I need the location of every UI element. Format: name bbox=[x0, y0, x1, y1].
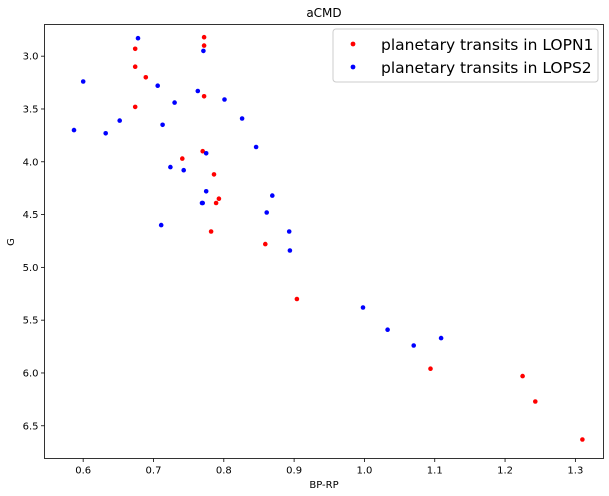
data-point-series-2-21 bbox=[264, 210, 270, 215]
legend-marker-lops2 bbox=[350, 64, 356, 70]
data-point-series-2-10 bbox=[160, 122, 165, 128]
x-tick-label: 0.9 bbox=[286, 466, 302, 477]
data-point-series-1-8 bbox=[200, 148, 205, 154]
x-tick-label: 0.8 bbox=[216, 466, 232, 477]
x-tick-label: 1.1 bbox=[427, 466, 443, 477]
x-tick-label: 0.6 bbox=[75, 466, 91, 477]
data-point-series-1-14 bbox=[263, 241, 268, 247]
data-point-series-1-9 bbox=[180, 156, 185, 161]
data-point-series-2-8 bbox=[239, 116, 245, 121]
data-point-series-1-5 bbox=[201, 34, 207, 40]
y-tick-label: 4.5 bbox=[23, 210, 39, 221]
data-point-series-2-18 bbox=[270, 193, 275, 198]
y-axis: 3.0 3.5 4.0 4.5 5.0 5.5 6.0 6.5 bbox=[23, 52, 45, 432]
data-point-series-2-9 bbox=[117, 118, 122, 123]
data-point-series-1-18 bbox=[533, 399, 538, 404]
x-axis: 0.6 0.7 0.8 0.9 1.0 1.1 1.2 1.3 bbox=[75, 458, 583, 477]
plot-area bbox=[71, 34, 585, 442]
data-point-series-1-13 bbox=[208, 229, 214, 234]
y-tick-label: 5.0 bbox=[23, 263, 39, 274]
data-point-series-2-20 bbox=[200, 200, 205, 206]
data-point-series-1-6 bbox=[201, 43, 207, 48]
data-point-series-2-12 bbox=[103, 131, 108, 136]
data-point-series-2-4 bbox=[155, 83, 160, 88]
y-tick-label: 5.5 bbox=[23, 316, 39, 327]
data-point-series-2-25 bbox=[360, 305, 366, 310]
x-tick-label: 1.3 bbox=[567, 466, 583, 477]
data-point-series-1-17 bbox=[520, 373, 525, 379]
data-point-series-1-2 bbox=[132, 64, 138, 69]
data-point-series-2-14 bbox=[203, 151, 209, 156]
data-point-series-1-16 bbox=[428, 366, 433, 372]
data-point-series-2-22 bbox=[158, 222, 164, 228]
legend-label-lopn1: planetary transits in LOPN1 bbox=[381, 36, 593, 54]
data-point-series-1-7 bbox=[201, 94, 207, 99]
y-tick-label: 3.5 bbox=[23, 104, 39, 115]
legend-marker-lopn1 bbox=[350, 41, 356, 47]
x-tick-label: 0.7 bbox=[146, 466, 162, 477]
data-point-series-2-15 bbox=[168, 164, 173, 170]
data-point-series-2-5 bbox=[195, 88, 201, 94]
data-point-series-2-23 bbox=[286, 229, 292, 234]
y-tick-label: 6.5 bbox=[23, 421, 39, 432]
y-tick-label: 3.0 bbox=[23, 52, 39, 63]
data-point-series-2-6 bbox=[222, 97, 227, 102]
data-point-series-2-28 bbox=[438, 335, 444, 341]
data-point-series-2-26 bbox=[385, 327, 390, 333]
data-point-series-2-2 bbox=[201, 48, 206, 54]
data-point-series-1-1 bbox=[132, 46, 138, 52]
chart-title: aCMD bbox=[306, 6, 341, 20]
data-point-series-2-24 bbox=[287, 248, 293, 253]
data-point-series-1-19 bbox=[580, 437, 585, 442]
data-point-series-1-10 bbox=[211, 172, 217, 177]
data-point-series-2-13 bbox=[253, 144, 259, 150]
x-tick-label: 1.0 bbox=[356, 466, 372, 477]
data-point-series-1-11 bbox=[216, 196, 222, 201]
data-point-series-1-15 bbox=[294, 296, 300, 302]
legend-frame bbox=[332, 28, 599, 83]
y-axis-label: G bbox=[6, 238, 17, 246]
data-point-series-2-27 bbox=[411, 343, 417, 348]
legend: planetary transits in LOPN1 planetary tr… bbox=[332, 28, 599, 83]
data-point-series-2-16 bbox=[181, 167, 186, 173]
data-point-series-2-7 bbox=[172, 100, 177, 105]
data-point-series-1-4 bbox=[132, 104, 138, 110]
data-point-series-2-3 bbox=[80, 79, 86, 84]
y-tick-label: 6.0 bbox=[23, 368, 39, 379]
data-point-series-2-17 bbox=[203, 189, 209, 194]
y-tick-label: 4.0 bbox=[23, 157, 39, 168]
legend-label-lops2: planetary transits in LOPS2 bbox=[381, 59, 592, 77]
plot-frame bbox=[44, 24, 604, 459]
data-point-series-1-12 bbox=[213, 200, 219, 206]
data-point-series-2-11 bbox=[71, 127, 77, 133]
x-tick-label: 1.2 bbox=[497, 466, 513, 477]
data-point-series-1-3 bbox=[143, 75, 149, 80]
data-point-series-2-1 bbox=[135, 35, 141, 41]
x-axis-label: BP-RP bbox=[309, 480, 338, 491]
